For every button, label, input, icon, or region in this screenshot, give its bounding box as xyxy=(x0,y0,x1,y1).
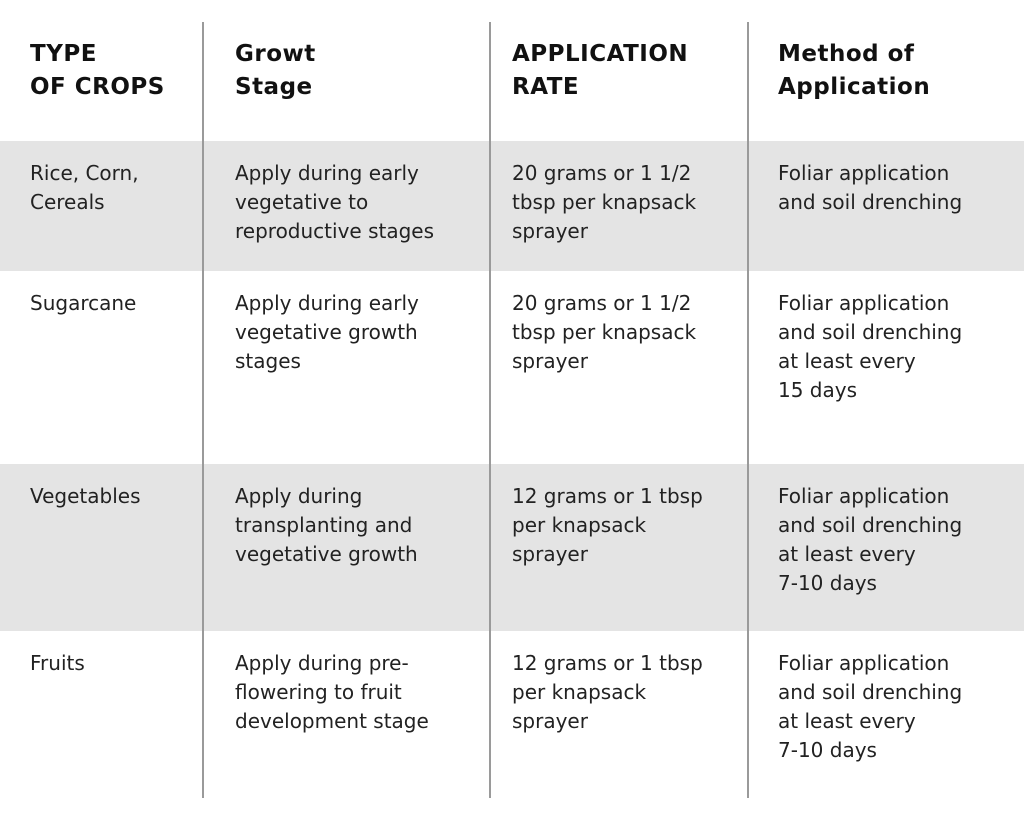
rate-cell: 20 grams or 1 1/2 tbsp per knapsack spra… xyxy=(490,141,748,271)
crop-cell: Sugarcane xyxy=(0,271,203,464)
header-growth-stage: Growt Stage xyxy=(235,41,316,100)
method-cell: Foliar application and soil drenching at… xyxy=(748,271,1024,464)
crop-cell: Rice, Corn, Cereals xyxy=(0,141,203,271)
table-row: Fruits Apply during pre- flowering to fr… xyxy=(0,631,1024,822)
application-rate: 20 grams or 1 1/2 tbsp per knapsack spra… xyxy=(512,161,697,243)
application-rate: 12 grams or 1 tbsp per knapsack sprayer xyxy=(512,484,703,566)
table-row: Rice, Corn, Cereals Apply during early v… xyxy=(0,141,1024,271)
crop-type: Rice, Corn, Cereals xyxy=(30,161,139,214)
header-cell-crop-type: TYPE OF CROPS xyxy=(0,0,203,141)
crop-type: Vegetables xyxy=(30,484,141,508)
stage-cell: Apply during early vegetative to reprodu… xyxy=(203,141,490,271)
crop-type: Fruits xyxy=(30,651,85,675)
application-method: Foliar application and soil drenching at… xyxy=(778,484,963,595)
crop-cell: Fruits xyxy=(0,631,203,822)
application-rate: 12 grams or 1 tbsp per knapsack sprayer xyxy=(512,651,703,733)
application-method: Foliar application and soil drenching xyxy=(778,161,963,214)
growth-stage: Apply during transplanting and vegetativ… xyxy=(235,484,418,566)
crop-cell: Vegetables xyxy=(0,464,203,631)
growth-stage: Apply during early vegetative growth sta… xyxy=(235,291,419,373)
column-divider xyxy=(747,22,749,798)
header-cell-application-rate: APPLICATION RATE xyxy=(490,0,748,141)
table-row: Vegetables Apply during transplanting an… xyxy=(0,464,1024,631)
rate-cell: 12 grams or 1 tbsp per knapsack sprayer xyxy=(490,464,748,631)
header-application-rate: APPLICATION RATE xyxy=(512,41,689,100)
application-method: Foliar application and soil drenching at… xyxy=(778,291,963,402)
crop-type: Sugarcane xyxy=(30,291,137,315)
method-cell: Foliar application and soil drenching at… xyxy=(748,464,1024,631)
column-divider xyxy=(202,22,204,798)
header-cell-method: Method of Application xyxy=(748,0,1024,141)
growth-stage: Apply during early vegetative to reprodu… xyxy=(235,161,435,243)
method-cell: Foliar application and soil drenching xyxy=(748,141,1024,271)
header-crop-type: TYPE OF CROPS xyxy=(30,41,165,100)
header-cell-growth-stage: Growt Stage xyxy=(203,0,490,141)
stage-cell: Apply during transplanting and vegetativ… xyxy=(203,464,490,631)
header-method-of-application: Method of Application xyxy=(778,41,931,100)
stage-cell: Apply during early vegetative growth sta… xyxy=(203,271,490,464)
application-rate: 20 grams or 1 1/2 tbsp per knapsack spra… xyxy=(512,291,697,373)
stage-cell: Apply during pre- flowering to fruit dev… xyxy=(203,631,490,822)
application-method: Foliar application and soil drenching at… xyxy=(778,651,963,762)
column-divider xyxy=(489,22,491,798)
rate-cell: 20 grams or 1 1/2 tbsp per knapsack spra… xyxy=(490,271,748,464)
table-row: Sugarcane Apply during early vegetative … xyxy=(0,271,1024,464)
growth-stage: Apply during pre- flowering to fruit dev… xyxy=(235,651,429,733)
rate-cell: 12 grams or 1 tbsp per knapsack sprayer xyxy=(490,631,748,822)
table-header-row: TYPE OF CROPS Growt Stage APPLICATION RA… xyxy=(0,0,1024,141)
method-cell: Foliar application and soil drenching at… xyxy=(748,631,1024,822)
